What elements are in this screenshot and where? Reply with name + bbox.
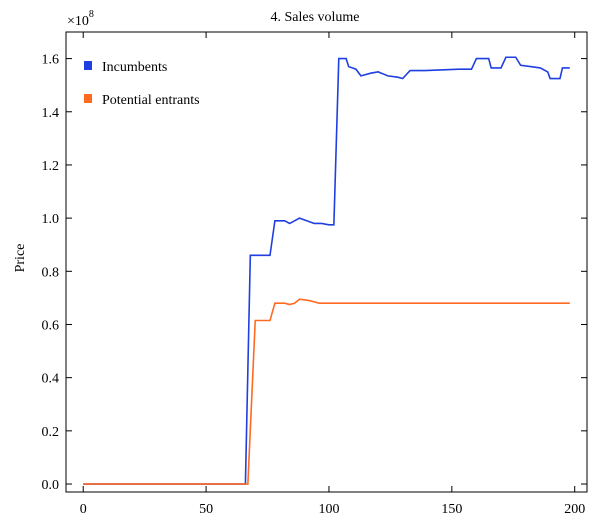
y-tick-label: 0.2 <box>42 425 60 440</box>
y-tick-label: 1.2 <box>42 159 60 174</box>
y-multiplier: ×108 <box>67 9 94 29</box>
chart-title: 4. Sales volume <box>270 10 359 25</box>
legend-label-incumbents: Incumbents <box>102 60 167 75</box>
x-tick-label: 200 <box>564 502 585 517</box>
legend-label-potential-entrants: Potential entrants <box>102 93 200 108</box>
y-multiplier-exponent: 8 <box>89 9 94 20</box>
y-tick-label: 0.6 <box>42 318 60 333</box>
y-multiplier-base: ×10 <box>67 14 89 29</box>
plot-frame <box>65 31 588 493</box>
series-lines <box>83 56 570 485</box>
x-tick-label: 50 <box>199 502 213 517</box>
x-tick-label: 0 <box>80 502 87 517</box>
y-tick-label: 0.4 <box>42 372 60 387</box>
legend-swatch-incumbents <box>84 61 92 70</box>
y-tick-label: 1.0 <box>42 212 60 227</box>
y-axis-label: Price <box>13 244 28 273</box>
y-tick-label: 1.4 <box>42 106 60 121</box>
y-tick-label: 0.8 <box>42 265 60 280</box>
x-tick-label: 150 <box>441 502 462 517</box>
series-line-potential-entrants <box>83 298 570 485</box>
tick-labels: 0 50 100 150 200 0.0 0.2 0.4 0.6 0.8 1.0 1.2 1.4 1.6 <box>42 53 586 517</box>
plot-border <box>65 31 588 493</box>
legend: Incumbents Potential entrants <box>84 60 200 108</box>
legend-swatch-potential-entrants <box>84 94 92 103</box>
axis-ticks <box>66 32 587 492</box>
x-tick-label: 100 <box>318 502 339 517</box>
y-tick-label: 0.0 <box>42 478 60 493</box>
y-tick-label: 1.6 <box>42 53 60 68</box>
series-line-incumbents <box>83 56 570 485</box>
